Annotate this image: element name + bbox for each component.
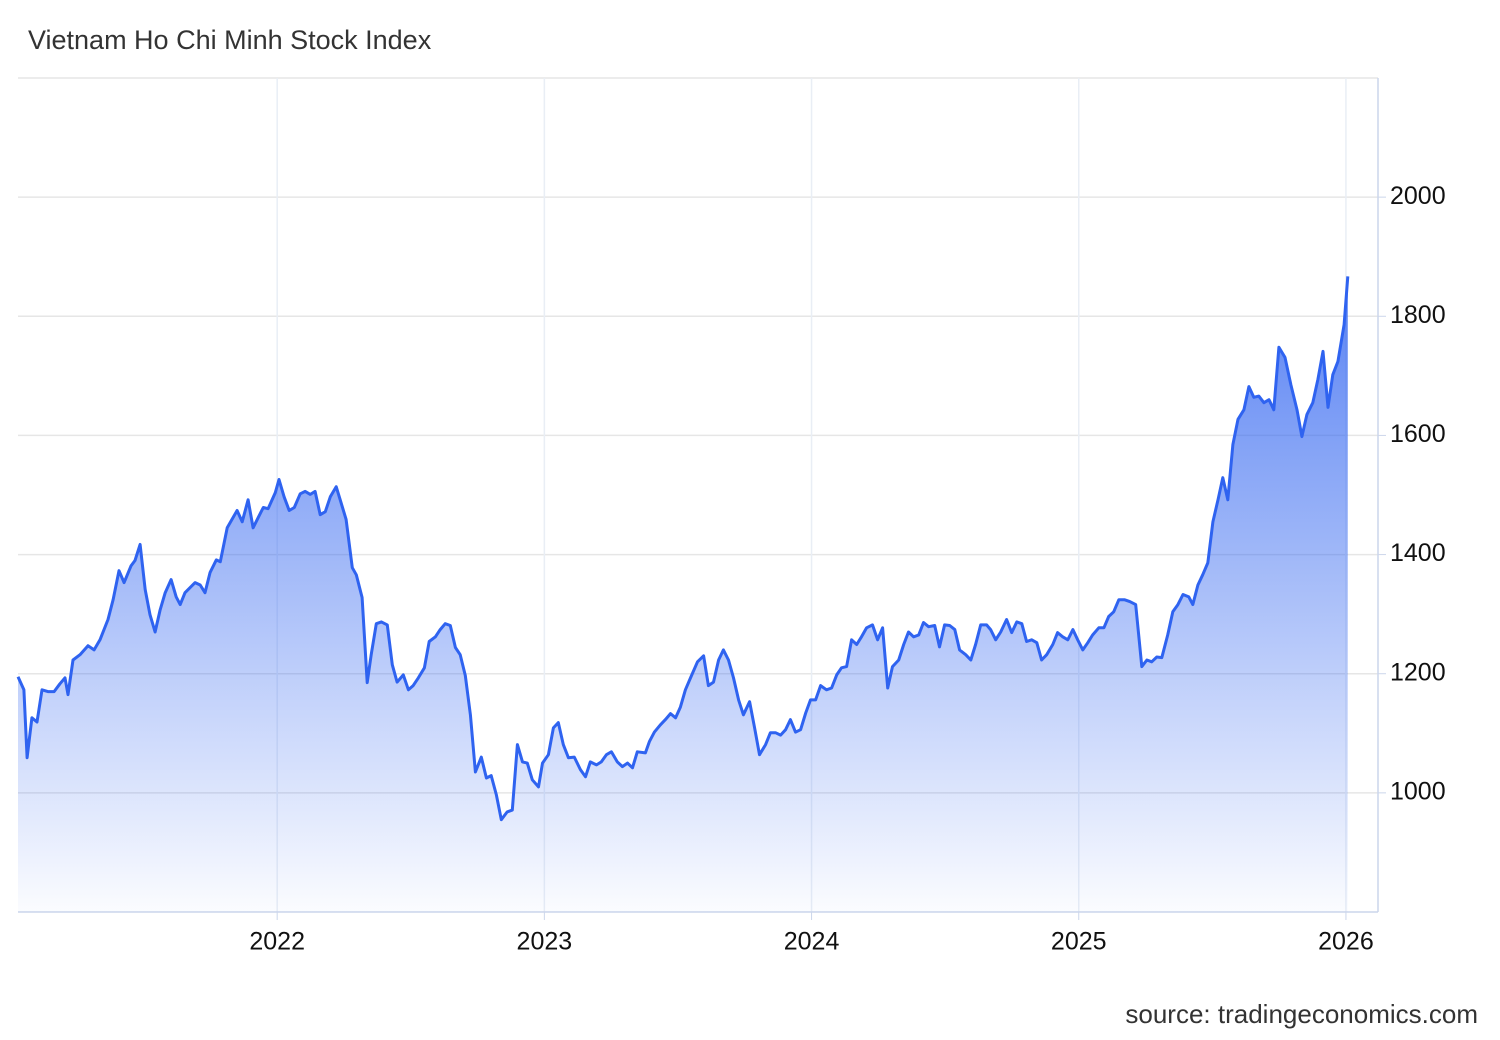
y-tick-label: 1600 [1390,420,1446,448]
y-tick-label: 2000 [1390,182,1446,210]
x-tick-label: 2026 [1318,928,1374,956]
y-tick-label: 1400 [1390,539,1446,567]
line [16,276,1350,822]
y-tick-label: 1800 [1390,301,1446,329]
source: source: tradingeconomics.com [1125,999,1478,1029]
x-tick-label: 2024 [784,928,840,956]
area-fill [18,276,1348,912]
x-tick-label: 2023 [517,928,573,956]
chart-title: Vietnam Ho Chi Minh Stock Index [28,25,432,55]
y-tick-label: 1000 [1390,777,1446,805]
y-tick-label: 1200 [1390,658,1446,686]
x-tick-label: 2025 [1051,928,1107,956]
x-tick-label: 2022 [249,928,305,956]
